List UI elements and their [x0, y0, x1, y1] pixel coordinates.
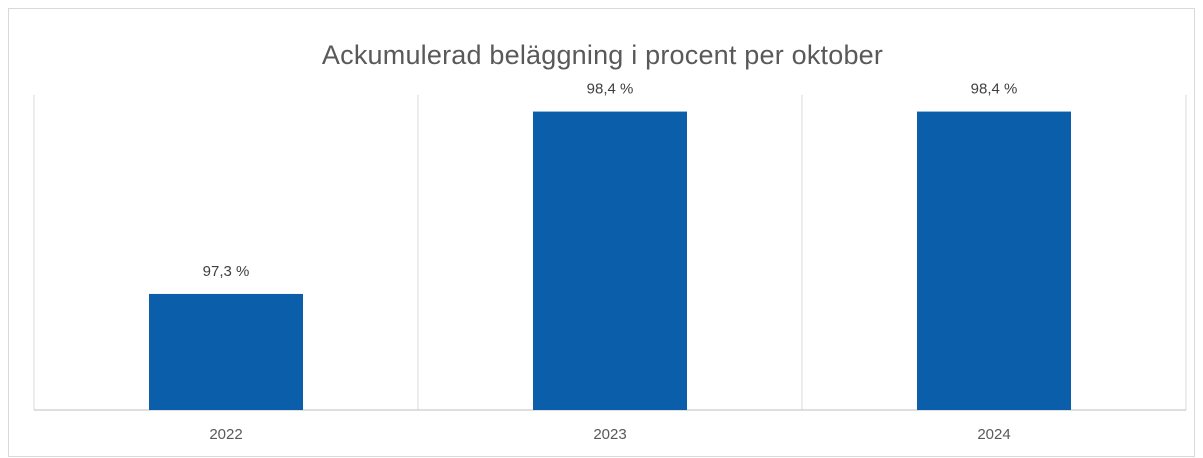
x-tick-label-2023: 2023: [593, 426, 626, 443]
data-labels: 97,3 % 98,4 % 98,4 %: [203, 81, 1018, 280]
bar-2024: [917, 111, 1071, 410]
data-label-2022: 97,3 %: [203, 263, 250, 280]
chart-frame: Ackumulerad beläggning i procent per okt…: [8, 8, 1195, 457]
bars: [149, 111, 1071, 410]
data-label-2023: 98,4 %: [587, 81, 634, 98]
bar-2022: [149, 293, 303, 410]
chart-title: Ackumulerad beläggning i procent per okt…: [321, 40, 884, 70]
bar-2023: [533, 111, 687, 410]
data-label-2024: 98,4 %: [971, 81, 1018, 98]
x-tick-label-2024: 2024: [977, 426, 1010, 443]
bar-chart: 97,3 % 98,4 % 98,4 % 2022 2023 2024: [33, 81, 1187, 443]
x-tick-labels: 2022 2023 2024: [209, 426, 1010, 443]
x-tick-label-2022: 2022: [209, 426, 242, 443]
